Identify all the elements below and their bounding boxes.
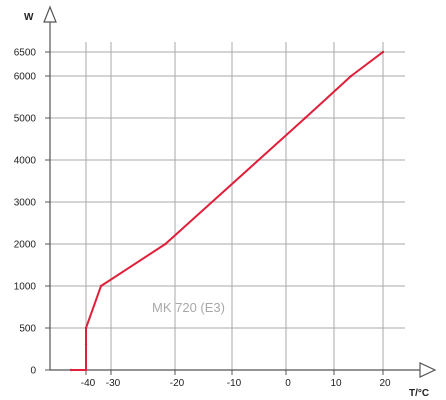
data-point [69,368,73,372]
y-tick-label: 500 [19,324,36,335]
x-tick-label: 20 [379,378,391,389]
x-tick-label: 10 [330,378,342,389]
axes [43,5,437,378]
y-tick-label: 4000 [14,156,37,167]
data-point [304,116,307,120]
x-tick-label: -30 [106,378,121,389]
y-axis-label: W [24,12,34,23]
y-tick-label: 6500 [14,48,37,59]
y-tick-label: 5000 [14,114,37,125]
y-axis-arrow [43,5,57,23]
x-tick-label: -20 [170,378,185,389]
y-tick-label: 3000 [14,198,37,209]
x-tick-label: -10 [227,378,242,389]
data-point [381,50,385,54]
y-tick-label: 0 [30,366,36,377]
data-point [349,74,353,78]
data-point [84,326,88,330]
data-point [84,368,88,372]
series-line [70,51,384,371]
y-tick-label: 2000 [14,240,37,251]
grid [50,42,405,370]
data-point [164,242,167,246]
series [69,50,385,372]
y-tick-label: 6000 [14,72,37,83]
y-tick-label: 1000 [14,282,37,293]
x-tick-label: 0 [285,378,291,389]
tick-labels: 0 500 1000 2000 3000 4000 5000 6000 6500 -40 -30 -2… [14,48,391,390]
series-annotation: MK 720 (E3) [152,300,225,315]
x-axis-label: T/°C [409,388,429,399]
data-point [84,343,88,346]
x-tick-label: -40 [81,378,96,389]
data-point [99,284,103,288]
x-axis-arrow [419,362,437,378]
